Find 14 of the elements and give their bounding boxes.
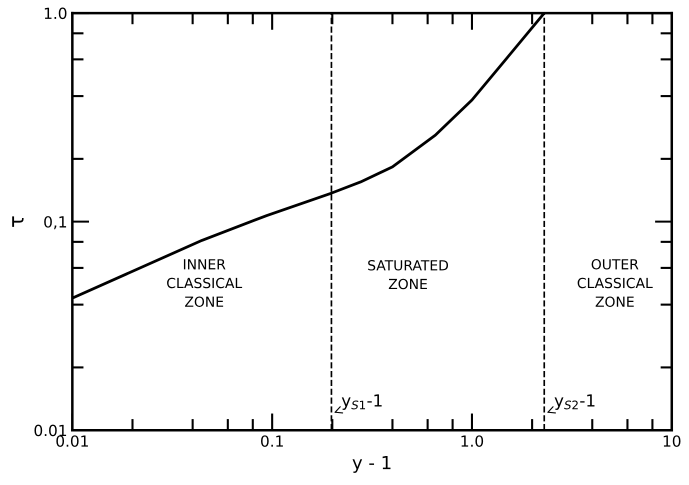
y-tick-label: 1.0	[44, 8, 66, 20]
annotation: SATURATED ZONE	[368, 260, 448, 290]
y-tick-label: 0.01	[34, 424, 66, 436]
y-tick-label: 0,1	[44, 216, 66, 230]
y-axis-title: τ	[12, 216, 24, 227]
ref-line-label: y$_{S1}$-1	[342, 394, 382, 410]
annotation: OUTER CLASSICAL ZONE	[578, 259, 653, 307]
x-tick-label: 0.01	[56, 435, 88, 447]
x-tick-label: 10	[664, 435, 680, 447]
x-tick-label: 0.1	[261, 435, 283, 447]
annotation: INNER CLASSICAL ZONE	[167, 259, 242, 307]
ref-line-label: y$_{S2}$-1	[554, 394, 594, 410]
x-tick-label: 1.0	[461, 435, 484, 447]
x-axis-title: y - 1	[352, 456, 390, 473]
